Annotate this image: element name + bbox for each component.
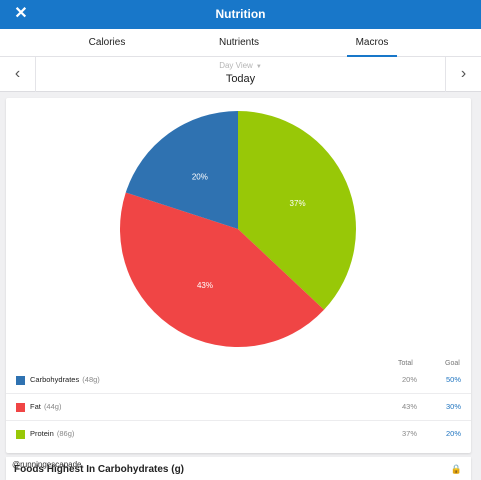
legend-swatch [16, 403, 25, 412]
macro-total-percent: 43% [401, 402, 417, 411]
macro-label: Protein (86g) [30, 429, 74, 438]
pie-label-carbohydrates: 20% [192, 172, 208, 181]
day-view-label: Day View [219, 61, 253, 70]
column-header-goal: Goal [445, 360, 460, 367]
macro-label: Fat (44g) [30, 402, 61, 411]
macro-name: Protein [30, 429, 54, 438]
pie-svg: 37% 43% 20% [119, 111, 356, 348]
pie-slice-carbohydrates [125, 111, 238, 229]
caret-down-icon: ▼ [255, 64, 262, 70]
chevron-right-icon[interactable]: › [445, 57, 481, 92]
pie-label-protein: 37% [290, 199, 306, 208]
tab-bar: Calories Nutrients Macros [0, 29, 481, 57]
macros-card: 37% 43% 20% Total Goal Carbohydrates (48g)… [6, 98, 471, 453]
macro-goal-percent[interactable]: 30% [445, 402, 461, 411]
macros-pie-chart: 37% 43% 20% [6, 98, 471, 360]
macro-amount: (86g) [56, 429, 75, 438]
chevron-left-icon[interactable]: ‹ [0, 57, 36, 92]
lock-icon: 🔒 [450, 464, 462, 474]
day-selector: ‹ Day View ▼ Today › [0, 57, 481, 92]
macro-name: Fat [30, 402, 41, 411]
macro-row-fat[interactable]: Fat (44g) 43% 30% [6, 394, 471, 421]
day-view-dropdown[interactable]: Day View ▼ [0, 61, 481, 70]
app-header: ✕ Nutrition [0, 0, 481, 29]
macro-total-percent: 20% [401, 375, 417, 384]
close-icon[interactable]: ✕ [14, 5, 28, 22]
page-title: Nutrition [215, 7, 266, 21]
macro-amount: (44g) [43, 402, 62, 411]
macro-total-percent: 37% [401, 429, 417, 438]
legend-swatch [16, 376, 25, 385]
tab-calories[interactable]: Calories [88, 37, 126, 48]
section-title: Foods Highest In Carbohydrates (g) [14, 464, 185, 475]
pie-label-fat: 43% [197, 281, 213, 290]
foods-highest-section[interactable]: Foods Highest In Carbohydrates (g) 🔒 [6, 457, 471, 480]
macro-goal-percent[interactable]: 50% [445, 375, 461, 384]
macro-goal-percent[interactable]: 20% [445, 429, 461, 438]
macro-label: Carbohydrates (48g) [30, 375, 100, 384]
macro-row-carbohydrates[interactable]: Carbohydrates (48g) 20% 50% [6, 367, 471, 394]
pie-slice-fat [119, 192, 325, 348]
macro-name: Carbohydrates [30, 375, 80, 384]
macro-row-protein[interactable]: Protein (86g) 37% 20% [6, 421, 471, 448]
macro-amount: (48g) [82, 375, 100, 384]
column-header-total: Total [398, 360, 413, 367]
current-date: Today [225, 73, 256, 85]
tab-nutrients[interactable]: Nutrients [218, 37, 259, 48]
pie-slice-protein [238, 111, 356, 310]
watermark: @runningescapade [12, 460, 82, 469]
tab-macros[interactable]: Macros [324, 29, 420, 57]
legend-swatch [16, 430, 25, 439]
